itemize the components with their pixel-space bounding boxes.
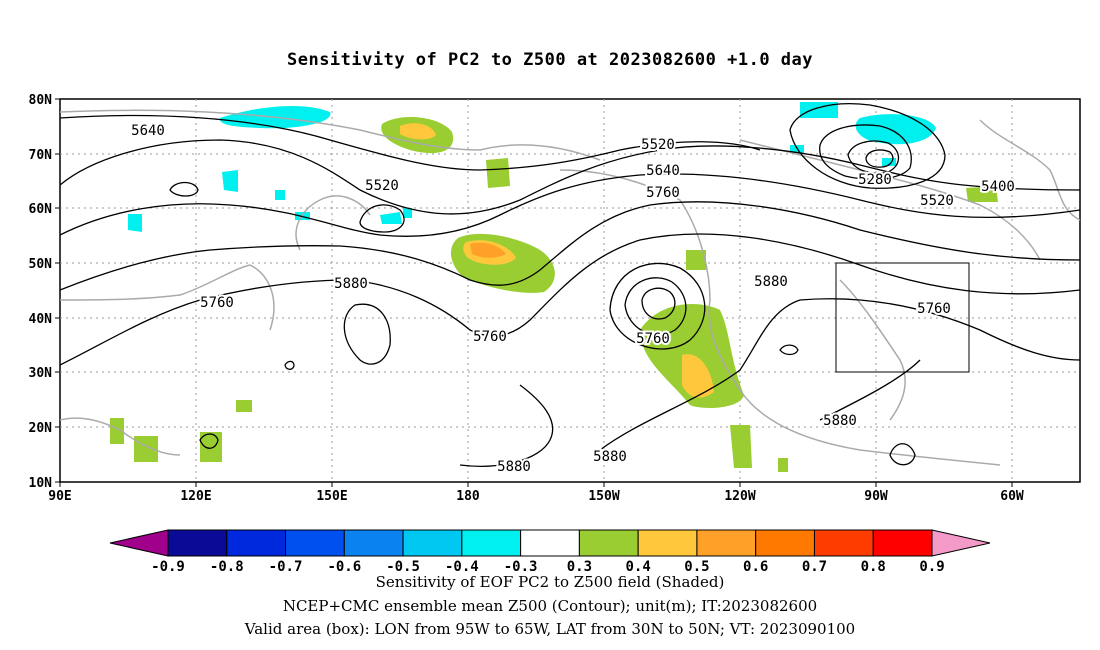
contour-label-5520-kamchatka: 5520 xyxy=(365,178,399,194)
map-frame xyxy=(59,98,1081,483)
caption-line-2: NCEP+CMC ensemble mean Z500 (Contour); u… xyxy=(282,597,818,615)
colorbar-swatch xyxy=(755,529,815,557)
colorbar-label: 0.5 xyxy=(684,559,709,575)
contour-label-5520-alaska: 5520 xyxy=(641,137,675,153)
colorbar-swatch xyxy=(696,529,757,557)
contour-label-5880-pacific: 5880 xyxy=(334,276,368,292)
lat-tick: 80N xyxy=(29,93,53,108)
colorbar-swatch xyxy=(285,529,345,557)
lon-tick: 120E xyxy=(180,489,211,504)
sensitivity-shading xyxy=(110,102,998,472)
colorbar-label: -0.5 xyxy=(386,559,420,575)
lat-tick: 10N xyxy=(29,476,53,491)
lon-ticks: 90E 120E 150E 180 150W 120W 90W 60W xyxy=(48,489,1024,504)
colorbar-label: -0.6 xyxy=(327,559,361,575)
colorbar-label: 0.8 xyxy=(861,559,886,575)
colorbar-swatch xyxy=(872,529,933,557)
contour-label-5760-alaska: 5760 xyxy=(646,185,680,201)
colorbar-label: -0.7 xyxy=(269,559,303,575)
colorbar-label: -0.8 xyxy=(210,559,244,575)
colorbar-label: 0.3 xyxy=(567,559,592,575)
lon-tick: 180 xyxy=(456,489,480,504)
colorbar-label: 0.7 xyxy=(802,559,827,575)
colorbar-swatch xyxy=(226,529,287,557)
colorbar-label: -0.3 xyxy=(504,559,538,575)
coastlines xyxy=(59,109,1081,466)
contour-label-5880-subtropic: 5880 xyxy=(497,459,531,475)
lon-tick: 150W xyxy=(588,489,619,504)
colorbar-swatch xyxy=(343,529,404,557)
lat-tick: 50N xyxy=(29,257,53,272)
contour-label-5760-japan: 5760 xyxy=(200,295,234,311)
contour-label-5760-dateline: 5760 xyxy=(473,329,507,345)
colorbar-label: 0.9 xyxy=(919,559,944,575)
colorbar-swatch xyxy=(637,529,698,557)
lat-tick: 20N xyxy=(29,421,53,436)
contour-label-5280-hudson: 5280 xyxy=(858,172,892,188)
colorbar-arrow-high xyxy=(931,529,991,557)
contour-label-5880-canada: 5880 xyxy=(754,274,788,290)
contour-labels: 5640 5520 5520 5640 5760 5280 5400 5520 … xyxy=(129,121,1017,477)
colorbar-swatch xyxy=(578,529,639,557)
colorbar-swatch xyxy=(520,529,580,557)
lat-tick: 70N xyxy=(29,148,53,163)
colorbar-arrow-low xyxy=(109,529,169,557)
caption-line-3: Valid area (box): LON from 95W to 65W, L… xyxy=(244,620,856,638)
contour-label-5400-labrador: 5400 xyxy=(981,179,1015,195)
colorbar-swatch xyxy=(402,529,463,557)
colorbar-labels: -0.9 -0.8 -0.7 -0.6 -0.5 -0.4 -0.3 0.3 0.4 0.5 0.6… xyxy=(151,559,945,575)
contour-label-5520-labrador: 5520 xyxy=(920,193,954,209)
colorbar-label: -0.4 xyxy=(445,559,479,575)
contour-label-5760-low: 5760 xyxy=(636,331,670,347)
lon-tick: 90E xyxy=(48,489,71,504)
contour-label-5880-south: 5880 xyxy=(593,449,627,465)
contour-label-5760-eastus: 5760 xyxy=(917,301,951,317)
lat-tick: 40N xyxy=(29,312,53,327)
colorbar-swatch xyxy=(813,529,874,557)
map-title: Sensitivity of PC2 to Z500 at 2023082600… xyxy=(286,50,813,70)
lon-tick: 60W xyxy=(1000,489,1024,504)
lat-tick: 30N xyxy=(29,366,53,381)
caption-line-1: Sensitivity of EOF PC2 to Z500 field (Sh… xyxy=(375,573,725,591)
gridlines xyxy=(60,99,1080,482)
z500-contours xyxy=(59,103,1081,467)
colorbar-label: -0.9 xyxy=(151,559,185,575)
lon-tick: 150E xyxy=(316,489,347,504)
colorbar-swatch xyxy=(167,529,228,557)
contour-label-5880-gulf: 5880 xyxy=(823,413,857,429)
lon-tick: 120W xyxy=(724,489,755,504)
colorbar-swatch xyxy=(461,529,522,557)
colorbar xyxy=(109,529,991,557)
contour-label-5640-alaska: 5640 xyxy=(646,163,680,179)
contour-label-5640-west: 5640 xyxy=(131,123,165,139)
colorbar-label: 0.4 xyxy=(626,559,651,575)
lat-ticks: 80N 70N 60N 50N 40N 30N 20N 10N xyxy=(29,93,53,491)
colorbar-label: 0.6 xyxy=(743,559,768,575)
lon-tick: 90W xyxy=(864,489,888,504)
valid-area-box xyxy=(835,262,970,373)
lat-tick: 60N xyxy=(29,202,53,217)
